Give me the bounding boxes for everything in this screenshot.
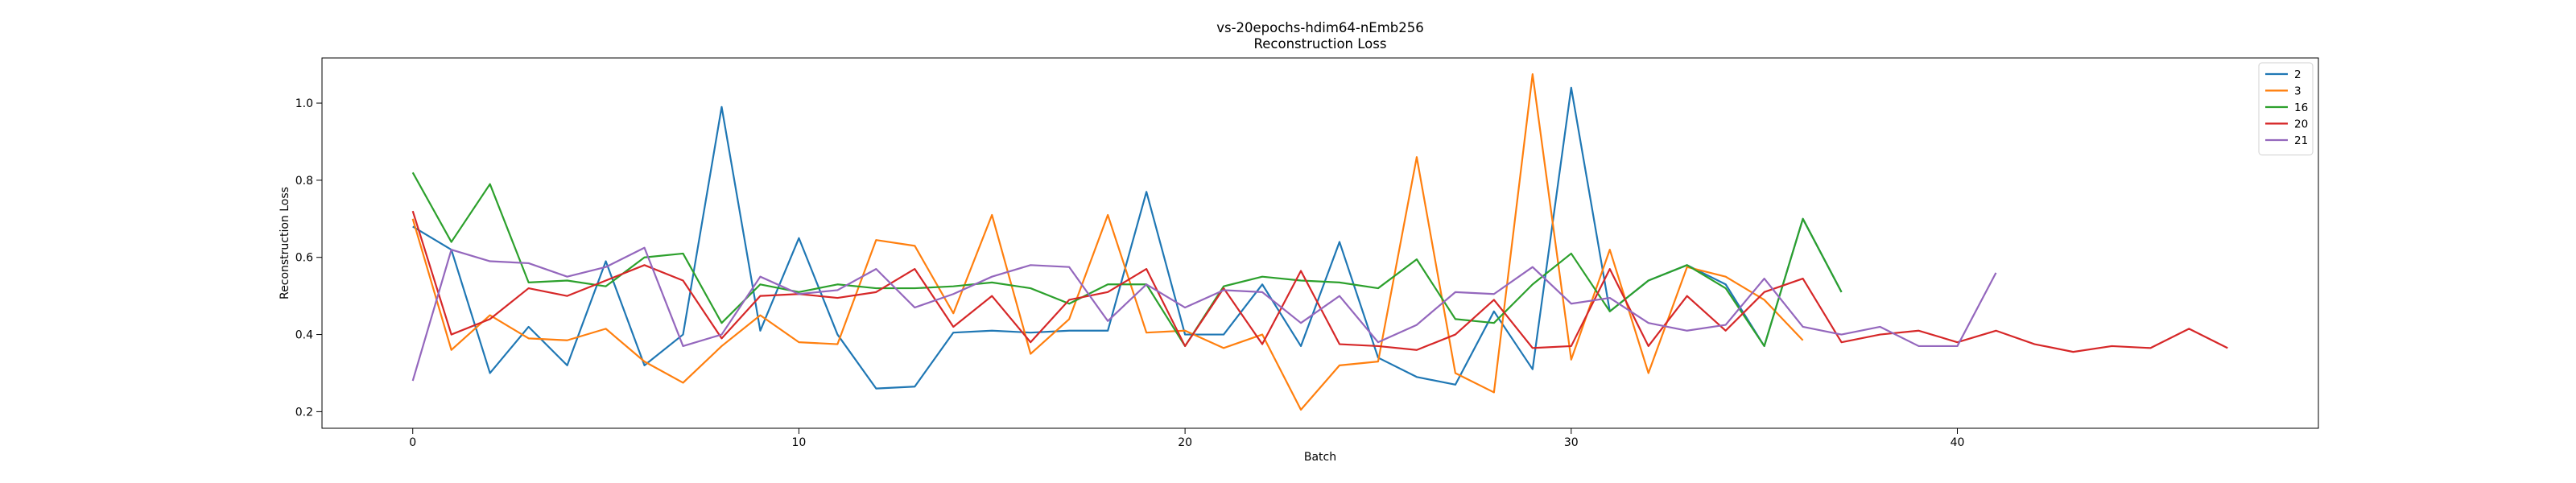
x-tick-label: 10 — [792, 436, 807, 449]
y-tick-label: 0.2 — [295, 406, 313, 419]
series-line-3 — [411, 73, 1804, 411]
x-tick-label: 20 — [1178, 436, 1192, 449]
legend-label-3: 3 — [2294, 85, 2301, 98]
legend-label-2: 2 — [2294, 68, 2301, 81]
y-tick-label: 0.6 — [295, 252, 313, 265]
x-tick-label: 40 — [1951, 436, 1965, 449]
plot-frame — [321, 57, 2319, 429]
legend-label-21: 21 — [2294, 134, 2308, 147]
series-line-2 — [412, 86, 1843, 390]
legend-label-16: 16 — [2294, 101, 2308, 114]
y-tick-label: 0.8 — [295, 175, 313, 188]
plot-series — [411, 73, 2228, 411]
y-axis-label: Reconstruction Loss — [279, 187, 291, 299]
x-axis-label: Batch — [1304, 451, 1336, 464]
y-axis: 0.2 0.4 0.6 0.8 1.0 — [295, 97, 322, 419]
legend-label-20: 20 — [2294, 118, 2308, 131]
x-tick-label: 0 — [409, 436, 416, 449]
chart-title: vs-20epochs-hdim64-nEmb256 — [1216, 20, 1424, 35]
legend: 2 3 16 20 21 — [2258, 62, 2314, 155]
chart-subtitle: Reconstruction Loss — [1254, 36, 1387, 52]
y-tick-label: 0.4 — [295, 329, 313, 342]
legend-box — [2258, 62, 2314, 155]
y-tick-label: 1.0 — [295, 97, 313, 110]
series-line-21 — [411, 246, 1997, 382]
series-line-16 — [411, 171, 1843, 348]
series-line-20 — [411, 210, 2228, 353]
x-tick-label: 30 — [1564, 436, 1579, 449]
x-axis: 0 10 20 30 40 — [409, 428, 1964, 449]
